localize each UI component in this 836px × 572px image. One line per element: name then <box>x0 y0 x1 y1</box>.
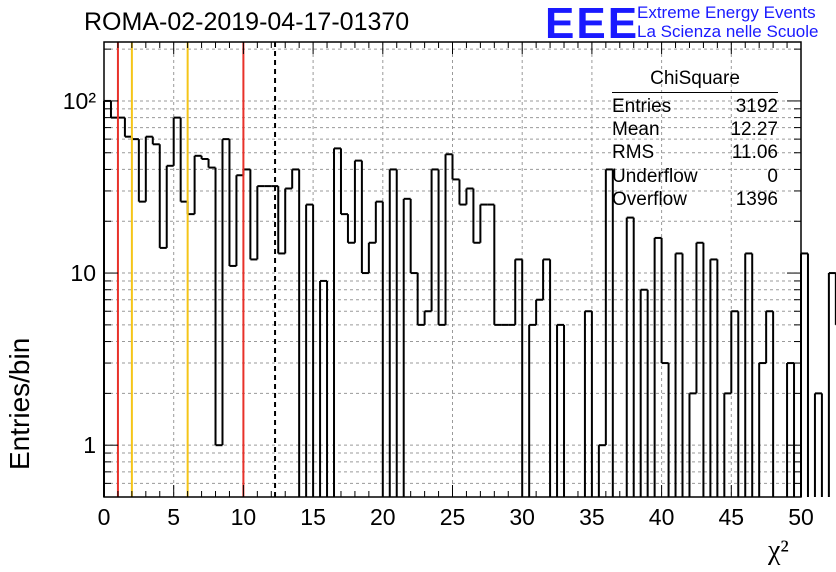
stats-label: RMS <box>612 142 655 164</box>
x-tick-label: 15 <box>300 504 326 530</box>
stats-row: Mean 12.27 <box>612 118 778 141</box>
stats-value: 3192 <box>735 96 778 117</box>
y-tick-label: 10 <box>70 260 96 286</box>
stats-value: 11.06 <box>731 142 778 164</box>
logo-line-2: La Scienza nelle Scuole <box>637 22 819 41</box>
logo-text: Extreme Energy Events La Scienza nelle S… <box>637 3 818 41</box>
stats-row: Overflow 1396 <box>612 188 778 211</box>
grid-lines <box>104 42 801 498</box>
stats-box: ChiSquare Entries 3192 Mean 12.27 RMS 11.06… <box>612 68 778 211</box>
x-tick-label: 35 <box>579 504 605 530</box>
x-tick-label: 0 <box>98 504 111 530</box>
marker-lines <box>116 42 277 497</box>
x-tick-label: 20 <box>370 504 396 530</box>
x-axis-label: χ² <box>768 535 789 566</box>
axis-ticks: 0 5 10 15 20 25 30 35 40 45 50 1 10 10² <box>63 42 814 530</box>
stats-title: ChiSquare <box>612 68 778 93</box>
stats-row: Underflow 0 <box>612 165 778 188</box>
stats-value: 1396 <box>735 188 778 210</box>
x-tick-label: 10 <box>231 504 257 530</box>
x-tick-label: 30 <box>509 504 535 530</box>
eee-logo: EEE <box>545 0 640 48</box>
x-tick-label: 25 <box>440 504 466 530</box>
histogram-bars <box>103 99 836 497</box>
y-axis-label: Entries/bin <box>4 337 35 470</box>
stats-row: RMS 11.06 <box>612 141 778 164</box>
logo-line-1: Extreme Energy Events <box>637 3 816 22</box>
stats-value: 12.27 <box>730 119 778 141</box>
stats-label: Entries <box>612 96 672 117</box>
x-tick-label: 40 <box>649 504 675 530</box>
x-tick-label: 5 <box>167 504 180 530</box>
y-tick-label: 10² <box>63 88 97 114</box>
stats-label: Underflow <box>612 165 698 187</box>
stats-label: Overflow <box>612 188 687 210</box>
x-tick-label: 50 <box>788 504 814 530</box>
stats-label: Mean <box>612 119 660 141</box>
stats-row: Entries 3192 <box>612 95 778 118</box>
chart-title: ROMA-02-2019-04-17-01370 <box>84 8 410 36</box>
stats-value: 0 <box>767 165 778 187</box>
x-tick-label: 45 <box>719 504 745 530</box>
y-tick-label: 1 <box>83 432 96 458</box>
